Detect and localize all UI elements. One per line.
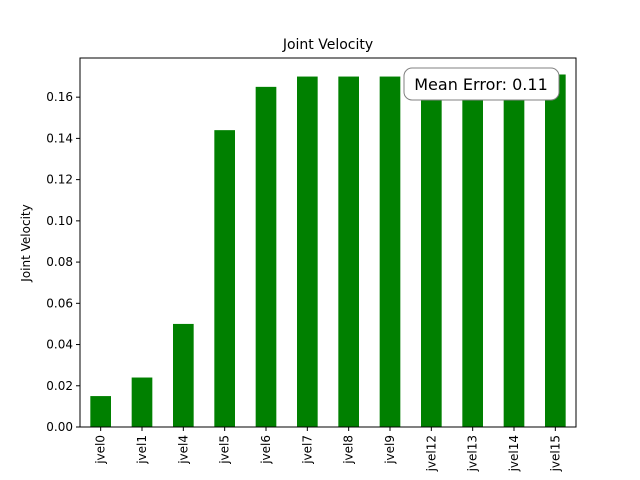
x-tick-label: jvel12 (424, 435, 438, 472)
y-tick-label: 0.10 (46, 214, 73, 228)
x-tick-label: jvel14 (507, 435, 521, 472)
bar-jvel7 (297, 76, 318, 427)
y-tick-label: 0.12 (46, 173, 73, 187)
bar-jvel15 (545, 74, 566, 427)
y-tick-label: 0.08 (46, 255, 73, 269)
bar-jvel13 (462, 74, 483, 427)
bar-jvel12 (421, 76, 442, 427)
y-tick-label: 0.06 (46, 296, 73, 310)
x-tick-label: jvel15 (548, 435, 562, 472)
y-tick-label: 0.02 (46, 379, 73, 393)
y-tick-label: 0.04 (46, 338, 73, 352)
plot-frame (79, 57, 577, 428)
x-tick-label: jvel13 (466, 435, 480, 472)
bar-jvel5 (214, 130, 235, 428)
y-axis-label: Joint Velocity (19, 204, 33, 282)
annotation-box: Mean Error: 0.11 (403, 67, 560, 101)
x-tick-label: jvel9 (383, 435, 397, 465)
x-ticks: jvel0 jvel1 jvel4 jvel5 jvel6 jvel7 jvel8 jvel9… (94, 427, 562, 472)
bar-jvel9 (379, 76, 401, 427)
bar-jvel0 (90, 396, 111, 427)
annotation-text: Mean Error: 0.11 (414, 75, 548, 94)
y-tick-label: 0.16 (46, 90, 73, 104)
bar-jvel1 (131, 377, 153, 427)
bar-jvel6 (255, 86, 277, 427)
y-tick-label: 0.00 (46, 420, 73, 434)
x-tick-label: jvel8 (342, 435, 356, 465)
bar-jvel14 (503, 74, 525, 427)
x-tick-label: jvel6 (259, 435, 273, 465)
x-tick-label: jvel0 (94, 435, 108, 465)
y-tick-label: 0.14 (46, 131, 73, 145)
y-ticks: 0.00 0.02 0.04 0.06 0.08 0.10 0.12 0.14 0.16 (46, 90, 80, 434)
x-tick-label: jvel7 (300, 435, 314, 465)
bar-jvel4 (173, 323, 194, 427)
bar-jvel8 (338, 76, 359, 427)
annotation-frame (403, 67, 560, 101)
x-tick-label: jvel1 (135, 435, 149, 465)
bars-layer (90, 74, 566, 428)
x-tick-label: jvel4 (176, 435, 190, 465)
x-tick-label: jvel5 (218, 435, 232, 465)
chart-title: Joint Velocity (282, 37, 373, 53)
